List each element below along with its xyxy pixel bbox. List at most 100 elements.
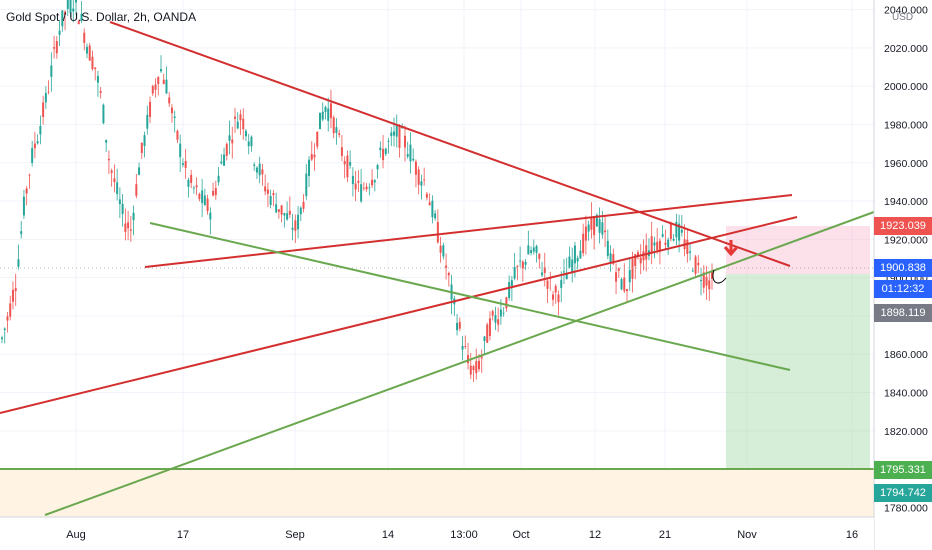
candle-body: [220, 161, 223, 164]
candle-body: [393, 131, 396, 136]
candle-body: [371, 179, 374, 186]
candle-body: [645, 245, 648, 260]
candle-body: [609, 253, 612, 264]
candle-body: [604, 230, 607, 233]
candle-body: [464, 346, 467, 347]
candle-body: [181, 163, 184, 165]
candle-body: [472, 366, 475, 371]
candle-body: [225, 143, 228, 156]
candle-body: [201, 190, 204, 203]
time-ticks: Aug 17 Sep 14 13:00 Oct 12 21 Nov 16: [66, 529, 858, 541]
candle-body: [382, 148, 385, 161]
candle-body: [234, 116, 237, 119]
candle-body: [343, 161, 346, 165]
candle-body: [168, 97, 171, 104]
rising-support-line[interactable]: [0, 216, 798, 414]
candle-body: [387, 141, 390, 142]
candle-body: [80, 13, 83, 21]
candle-body: [277, 209, 280, 212]
candle-body: [541, 272, 544, 276]
candle-body: [636, 252, 639, 256]
candle-body: [527, 245, 530, 255]
candle-body: [357, 180, 360, 183]
candle-body: [601, 222, 604, 235]
candle-body: [519, 260, 522, 262]
candle-body: [403, 135, 406, 148]
candle-body: [47, 91, 50, 93]
rising-resistance-line[interactable]: [144, 194, 793, 268]
time-tick-label: 14: [382, 529, 394, 541]
candle-body: [439, 245, 442, 253]
candle-body: [75, 0, 78, 3]
candle-body: [261, 169, 264, 175]
candle-body: [401, 127, 404, 129]
falling-green-line[interactable]: [149, 222, 791, 371]
candle-body: [606, 240, 609, 256]
price-label-target-high: 1923.039: [874, 217, 932, 235]
candle-body: [425, 193, 428, 198]
candle-body: [22, 196, 25, 216]
candle-body: [414, 161, 417, 175]
candle-body: [634, 254, 637, 267]
candle-body: [513, 267, 516, 279]
candle-body: [33, 143, 36, 149]
descending-trendline[interactable]: [109, 21, 791, 267]
candle-body: [351, 175, 354, 185]
candle-body: [297, 214, 300, 230]
candle-body: [615, 272, 618, 282]
position-tool-fills: [0, 226, 874, 517]
candle-body: [332, 117, 335, 134]
price-tick-label: 1860.000: [884, 349, 928, 361]
candle-body: [280, 205, 283, 215]
candle-body: [1, 337, 3, 340]
rising-green-line[interactable]: [44, 211, 875, 516]
candle-body: [291, 227, 294, 230]
candle-body: [329, 103, 332, 119]
time-tick-label: Nov: [737, 529, 757, 541]
candle-body: [187, 179, 190, 187]
candle-body: [14, 288, 17, 292]
candle-body: [44, 93, 47, 103]
candle-body: [584, 226, 587, 241]
candle-body: [669, 223, 672, 239]
time-axis-bg: [0, 517, 874, 550]
candle-body: [656, 241, 659, 251]
time-tick-label: 13:00: [450, 529, 478, 541]
candle-body: [680, 229, 683, 233]
candle-body: [417, 169, 420, 185]
candle-body: [546, 280, 549, 289]
candle-body: [360, 184, 363, 202]
candle-body: [664, 242, 667, 245]
candle-body: [579, 250, 582, 259]
candle-body: [299, 207, 302, 215]
candle-body: [390, 132, 393, 137]
candle-body: [149, 101, 152, 117]
price-tick-label: 2000.000: [884, 81, 928, 93]
candle-body: [206, 198, 209, 212]
candle-body: [58, 30, 61, 35]
candle-body: [667, 239, 670, 248]
candle-body: [236, 121, 239, 129]
candle-body: [83, 32, 86, 43]
candle-body: [157, 77, 160, 84]
candle-body: [554, 286, 557, 293]
candle-body: [376, 165, 379, 170]
candle-body: [250, 136, 253, 147]
candle-body: [628, 270, 631, 283]
candle-body: [96, 76, 99, 83]
candle-body: [124, 223, 127, 232]
candle-body: [568, 256, 571, 268]
candle-body: [255, 167, 258, 173]
candle-body: [275, 204, 278, 213]
candle-body: [456, 322, 459, 331]
curved-arrow-marker: [712, 269, 727, 284]
candle-body: [288, 210, 291, 215]
candle-body: [510, 280, 513, 286]
candle-body: [6, 316, 9, 321]
candle-body: [362, 187, 365, 189]
candle-body: [697, 262, 700, 266]
candle-body: [88, 45, 91, 61]
price-tick-label: 1840.000: [884, 388, 928, 400]
